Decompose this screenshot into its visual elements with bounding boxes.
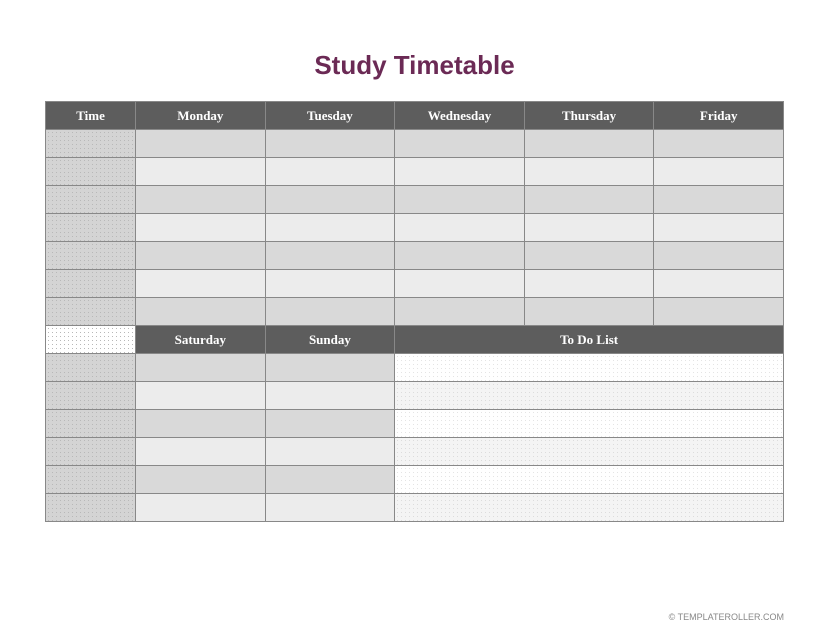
table-row [46,354,784,382]
todo-cell [395,382,784,410]
schedule-cell [524,186,654,214]
table-row [46,270,784,298]
time-cell [46,242,136,270]
schedule-cell [395,298,525,326]
schedule-cell [524,270,654,298]
col-todo: To Do List [395,326,784,354]
schedule-cell [265,130,395,158]
header-row-weekend: Saturday Sunday To Do List [46,326,784,354]
schedule-cell [265,466,395,494]
schedule-cell [265,410,395,438]
time-cell [46,186,136,214]
page-title: Study Timetable [45,50,784,81]
time-cell [46,214,136,242]
schedule-cell [265,158,395,186]
schedule-cell [524,158,654,186]
schedule-cell [395,214,525,242]
col-time: Time [46,102,136,130]
schedule-cell [136,130,266,158]
schedule-cell [265,494,395,522]
schedule-cell [265,186,395,214]
schedule-cell [136,438,266,466]
schedule-cell [136,214,266,242]
schedule-cell [136,298,266,326]
schedule-cell [395,270,525,298]
todo-cell [395,354,784,382]
todo-cell [395,466,784,494]
col-thursday: Thursday [524,102,654,130]
col-monday: Monday [136,102,266,130]
schedule-cell [136,158,266,186]
table-row [46,382,784,410]
schedule-cell [524,130,654,158]
time-cell [46,158,136,186]
schedule-cell [524,214,654,242]
schedule-cell [654,214,784,242]
schedule-cell [136,270,266,298]
schedule-cell [136,382,266,410]
schedule-cell [654,242,784,270]
table-row [46,242,784,270]
schedule-cell [395,242,525,270]
col-sunday: Sunday [265,326,395,354]
todo-cell [395,494,784,522]
col-saturday: Saturday [136,326,266,354]
col-wednesday: Wednesday [395,102,525,130]
schedule-cell [136,494,266,522]
schedule-cell [654,130,784,158]
schedule-cell [265,354,395,382]
todo-cell [395,410,784,438]
time-cell [46,298,136,326]
table-row [46,438,784,466]
schedule-cell [265,242,395,270]
time-cell [46,494,136,522]
time-cell [46,382,136,410]
table-row [46,298,784,326]
header-row-weekdays: Time Monday Tuesday Wednesday Thursday F… [46,102,784,130]
schedule-cell [265,214,395,242]
schedule-cell [395,130,525,158]
schedule-cell [524,242,654,270]
schedule-cell [136,466,266,494]
schedule-cell [136,410,266,438]
todo-cell [395,438,784,466]
schedule-cell [265,270,395,298]
time-cell [46,130,136,158]
schedule-cell [265,382,395,410]
time-cell [46,438,136,466]
table-row [46,186,784,214]
schedule-cell [136,242,266,270]
schedule-cell [654,158,784,186]
table-row [46,214,784,242]
time-cell [46,354,136,382]
schedule-cell [136,354,266,382]
schedule-cell [265,438,395,466]
schedule-cell [395,186,525,214]
schedule-cell [654,186,784,214]
schedule-cell [654,298,784,326]
time-cell [46,410,136,438]
footer-copyright: © TEMPLATEROLLER.COM [669,612,784,622]
table-row [46,466,784,494]
schedule-cell [654,270,784,298]
table-row [46,158,784,186]
col-friday: Friday [654,102,784,130]
time-cell [46,270,136,298]
schedule-cell [265,298,395,326]
schedule-cell [395,158,525,186]
table-row [46,130,784,158]
time-cell [46,466,136,494]
timetable: Time Monday Tuesday Wednesday Thursday F… [45,101,784,522]
col-tuesday: Tuesday [265,102,395,130]
time-cell [46,326,136,354]
schedule-cell [524,298,654,326]
table-row [46,494,784,522]
table-row [46,410,784,438]
schedule-cell [136,186,266,214]
